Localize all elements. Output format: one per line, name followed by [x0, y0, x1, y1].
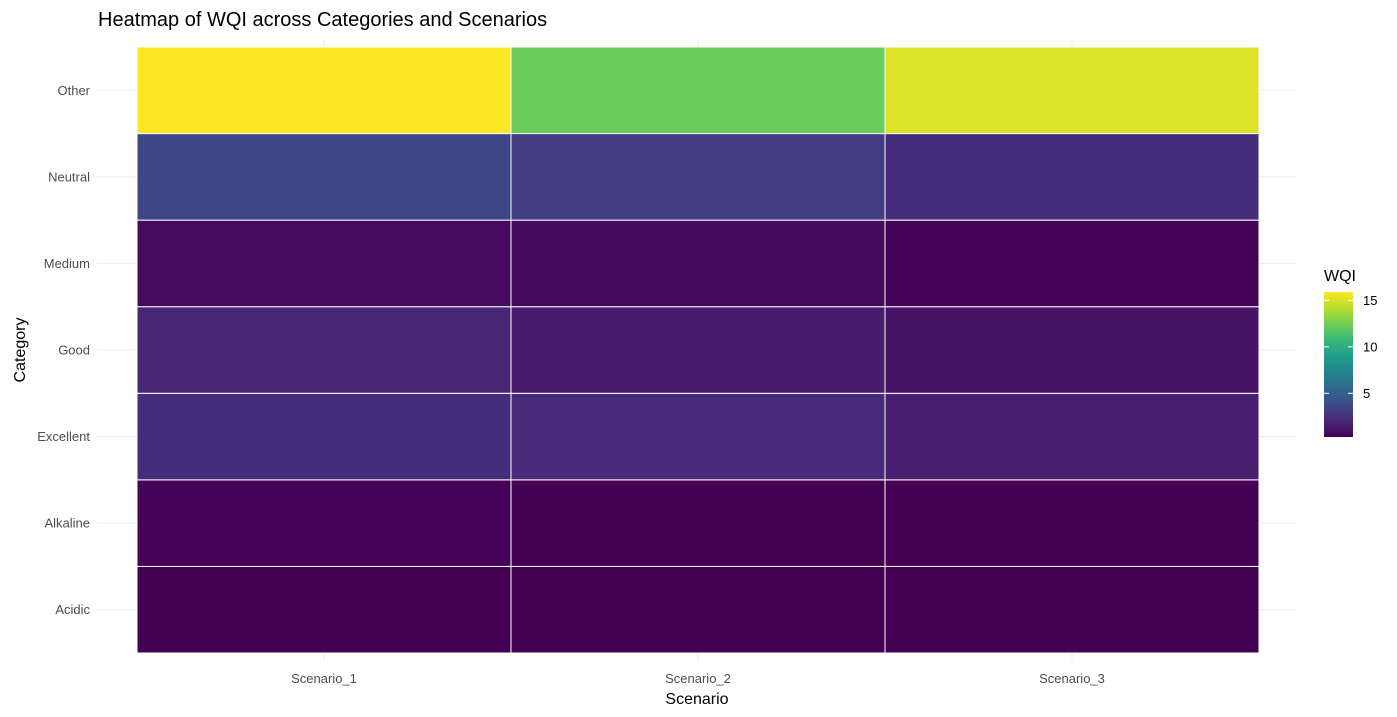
- heatmap-cell: [884, 479, 1260, 567]
- heatmap-cell: [136, 479, 512, 567]
- x-tick-label: Scenario_1: [291, 671, 357, 686]
- heatmap-cell: [510, 219, 886, 308]
- heatmap-cell: [136, 306, 512, 394]
- heatmap-cell: [136, 219, 512, 308]
- x-tick-label: Scenario_3: [1039, 671, 1105, 686]
- legend-ticks: 5 10 15: [1324, 293, 1377, 401]
- heatmap-cell: [884, 392, 1260, 481]
- heatmap-cell: [510, 565, 886, 654]
- heatmap-cell: [884, 133, 1260, 221]
- heatmap-cell: [510, 46, 886, 135]
- y-tick-label: Medium: [44, 256, 90, 271]
- heatmap-cell: [884, 219, 1260, 308]
- heatmap-cell: [510, 479, 886, 567]
- heatmap-cell: [510, 133, 886, 221]
- legend-tick-label: 15: [1363, 293, 1377, 308]
- heatmap-cell: [136, 46, 512, 135]
- heatmap-cell: [884, 306, 1260, 394]
- color-legend: WQI 5 10 15: [1324, 268, 1377, 437]
- y-tick-label: Excellent: [37, 429, 90, 444]
- y-tick-label: Other: [57, 83, 90, 98]
- heatmap-cell: [884, 565, 1260, 654]
- y-axis-title: Category: [12, 318, 29, 383]
- heatmap-cell: [136, 392, 512, 481]
- heatmap-cell: [884, 46, 1260, 135]
- y-tick-label: Neutral: [48, 169, 90, 184]
- x-tick-label: Scenario_2: [665, 671, 731, 686]
- heatmap-cell: [510, 392, 886, 481]
- x-tick-labels: Scenario_1 Scenario_2 Scenario_3: [291, 671, 1105, 686]
- heatmap-cell: [136, 565, 512, 654]
- heatmap-cells: [136, 46, 1260, 654]
- legend-colorbar: [1324, 292, 1353, 437]
- heatmap-cell: [510, 306, 886, 394]
- legend-title: WQI: [1324, 268, 1356, 285]
- legend-tick-label: 10: [1363, 339, 1377, 354]
- chart-title: Heatmap of WQI across Categories and Sce…: [98, 9, 547, 31]
- y-tick-label: Good: [58, 343, 90, 358]
- legend-tick-label: 5: [1363, 386, 1370, 401]
- y-tick-label: Alkaline: [44, 516, 90, 531]
- heatmap-cell: [136, 133, 512, 221]
- x-axis-title: Scenario: [665, 691, 728, 708]
- y-tick-labels: Acidic Alkaline Excellent Good Medium Neutral…: [37, 83, 90, 617]
- y-tick-label: Acidic: [55, 602, 90, 617]
